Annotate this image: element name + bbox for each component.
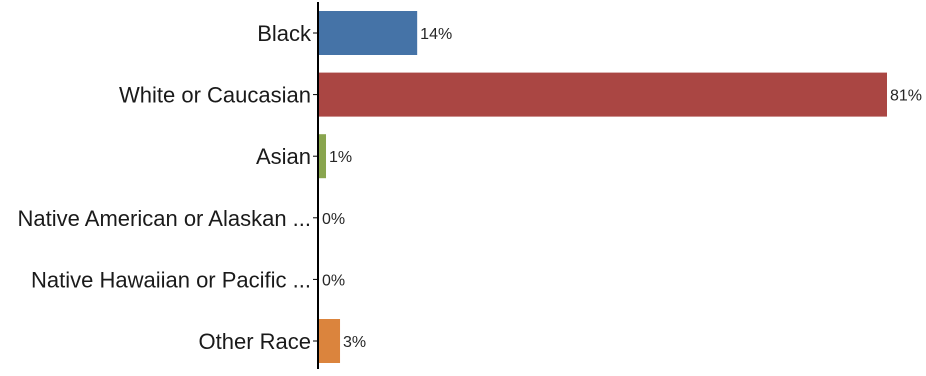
- value-label-0: 14%: [420, 26, 452, 43]
- value-label-1: 81%: [890, 88, 922, 105]
- category-label-3: Native American or Alaskan ...: [18, 206, 311, 231]
- bar-0: [319, 11, 418, 55]
- bars-layer: [313, 11, 887, 363]
- category-label-5: Other Race: [199, 329, 312, 354]
- category-label-4: Native Hawaiian or Pacific ...: [31, 267, 311, 292]
- value-label-3: 0%: [322, 211, 345, 228]
- value-label-5: 3%: [343, 334, 366, 351]
- value-label-4: 0%: [322, 272, 345, 289]
- bar-2: [319, 134, 327, 179]
- category-label-2: Asian: [256, 144, 311, 169]
- category-label-0: Black: [257, 21, 312, 46]
- bar-1: [319, 72, 887, 117]
- labels-layer: Black 14% White or Caucasian 81% Asian 1% Nati…: [18, 21, 923, 354]
- value-label-2: 1%: [329, 149, 352, 166]
- category-label-1: White or Caucasian: [119, 83, 311, 108]
- bar-5: [319, 319, 341, 363]
